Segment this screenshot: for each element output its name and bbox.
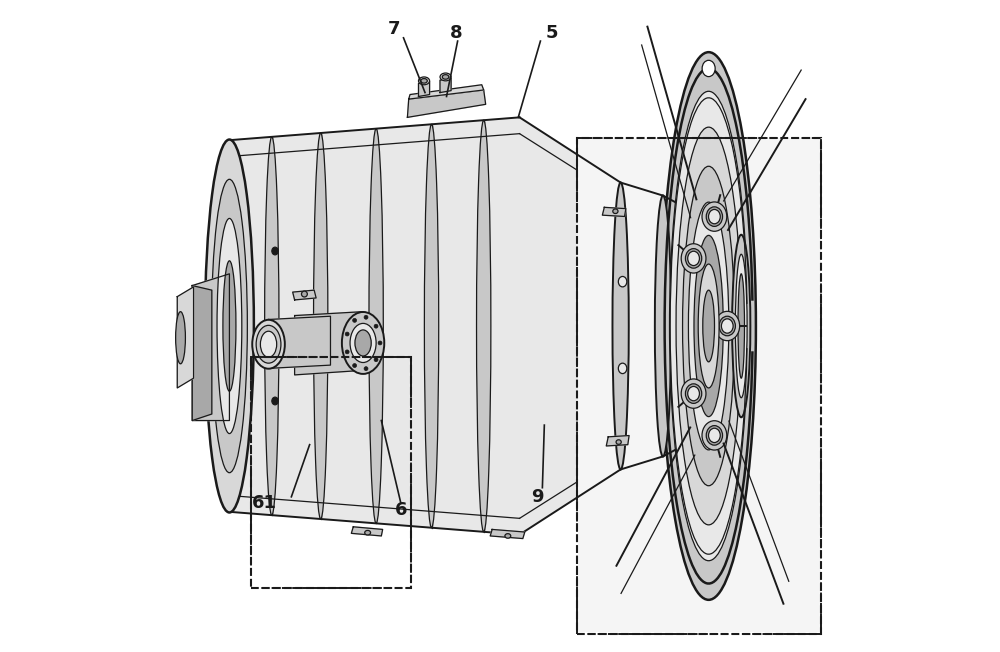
Ellipse shape (345, 350, 349, 354)
Text: 9: 9 (532, 488, 544, 506)
Ellipse shape (378, 341, 382, 345)
Polygon shape (440, 78, 451, 93)
Polygon shape (702, 216, 741, 436)
Ellipse shape (706, 207, 723, 226)
Ellipse shape (442, 74, 449, 80)
Ellipse shape (612, 183, 629, 469)
Ellipse shape (314, 133, 328, 519)
Ellipse shape (694, 216, 710, 436)
Bar (577, 138, 821, 634)
Polygon shape (602, 207, 626, 216)
Text: 61: 61 (251, 494, 276, 512)
Ellipse shape (256, 325, 281, 363)
Ellipse shape (703, 290, 715, 362)
Polygon shape (419, 82, 430, 96)
Polygon shape (192, 274, 229, 421)
Ellipse shape (735, 254, 747, 398)
Ellipse shape (719, 316, 735, 336)
Ellipse shape (353, 318, 357, 322)
Ellipse shape (272, 247, 278, 255)
Polygon shape (177, 287, 194, 388)
Bar (251, 357, 411, 588)
Ellipse shape (681, 244, 706, 273)
Polygon shape (229, 117, 621, 535)
Bar (578, 138, 821, 632)
Ellipse shape (364, 366, 368, 370)
Ellipse shape (709, 428, 720, 443)
Ellipse shape (424, 125, 439, 527)
Polygon shape (407, 90, 486, 117)
Ellipse shape (688, 202, 729, 450)
Ellipse shape (342, 312, 384, 374)
Ellipse shape (505, 533, 511, 539)
Ellipse shape (272, 397, 278, 405)
Ellipse shape (702, 421, 727, 450)
Ellipse shape (364, 316, 368, 319)
Ellipse shape (618, 363, 627, 374)
Polygon shape (621, 183, 663, 469)
Ellipse shape (374, 324, 378, 328)
Ellipse shape (721, 319, 733, 333)
Ellipse shape (681, 379, 706, 408)
Polygon shape (490, 529, 525, 539)
Polygon shape (192, 286, 212, 421)
Ellipse shape (732, 235, 750, 417)
Ellipse shape (345, 332, 349, 336)
Ellipse shape (616, 439, 621, 445)
Polygon shape (269, 316, 330, 368)
Ellipse shape (685, 384, 702, 404)
Ellipse shape (618, 276, 627, 287)
Polygon shape (293, 290, 316, 300)
Ellipse shape (301, 291, 307, 297)
Ellipse shape (655, 196, 671, 456)
Ellipse shape (418, 77, 430, 85)
Ellipse shape (688, 251, 699, 265)
Ellipse shape (260, 331, 277, 357)
Ellipse shape (676, 127, 741, 525)
Ellipse shape (477, 120, 491, 532)
Ellipse shape (205, 140, 254, 512)
Text: 8: 8 (450, 23, 463, 42)
Ellipse shape (715, 311, 740, 340)
Text: 5: 5 (546, 23, 558, 42)
Ellipse shape (698, 264, 719, 388)
Ellipse shape (211, 179, 247, 473)
Ellipse shape (702, 61, 715, 77)
Ellipse shape (265, 137, 279, 515)
Ellipse shape (702, 202, 727, 231)
Ellipse shape (176, 312, 185, 364)
Bar (577, 138, 821, 634)
Ellipse shape (613, 209, 618, 213)
Ellipse shape (374, 358, 378, 362)
Ellipse shape (369, 128, 383, 524)
Ellipse shape (252, 320, 285, 369)
Polygon shape (351, 527, 383, 536)
Ellipse shape (217, 218, 242, 434)
Polygon shape (409, 85, 484, 99)
Ellipse shape (738, 274, 745, 378)
Ellipse shape (683, 166, 735, 486)
Ellipse shape (709, 209, 720, 224)
Ellipse shape (685, 248, 702, 268)
Ellipse shape (670, 91, 748, 561)
Text: 7: 7 (388, 20, 401, 38)
Polygon shape (663, 196, 702, 456)
Ellipse shape (353, 364, 357, 368)
Ellipse shape (355, 330, 371, 356)
Ellipse shape (421, 78, 427, 83)
Ellipse shape (694, 235, 723, 417)
Text: 6: 6 (395, 501, 407, 519)
Bar (251, 357, 411, 588)
Ellipse shape (350, 323, 376, 363)
Ellipse shape (223, 261, 236, 391)
Ellipse shape (440, 73, 451, 81)
Polygon shape (295, 312, 363, 375)
Ellipse shape (661, 52, 756, 600)
Ellipse shape (706, 426, 723, 445)
Polygon shape (606, 436, 629, 446)
Ellipse shape (688, 387, 699, 401)
Ellipse shape (365, 531, 371, 535)
